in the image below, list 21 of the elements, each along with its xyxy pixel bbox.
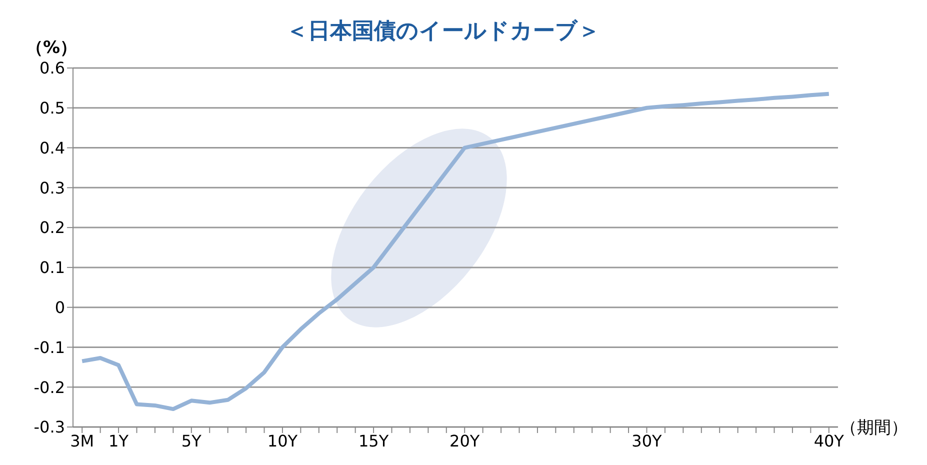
x-tick-label: 40Y [814, 431, 844, 450]
x-tick-label: 15Y [358, 431, 389, 450]
chart-title: ＜日本国債のイールドカーブ＞ [286, 19, 600, 44]
y-tick-label: -0.1 [34, 338, 65, 357]
y-tick-label: -0.2 [34, 378, 65, 397]
y-tick-label: 0 [54, 298, 65, 318]
x-tick-label: 10Y [267, 431, 298, 450]
y-axis-title: （%） [26, 37, 78, 59]
y-tick-label: 0.5 [40, 98, 65, 118]
x-tick-label: 20Y [450, 431, 480, 450]
y-tick-label: 0.1 [40, 258, 65, 278]
x-tick-label: 3M [70, 431, 94, 450]
y-tick-label: 0.4 [40, 138, 65, 158]
y-tick-label: 0.2 [40, 218, 65, 238]
y-tick-label: 0.6 [40, 58, 65, 78]
x-tick-label: 30Y [632, 431, 662, 450]
x-tick-label: 5Y [181, 431, 202, 450]
line-series [80, 92, 831, 412]
y-tick-label: -0.3 [34, 418, 65, 437]
x-tick-label: 1Y [108, 431, 129, 450]
y-tick-label: 0.3 [40, 178, 65, 198]
